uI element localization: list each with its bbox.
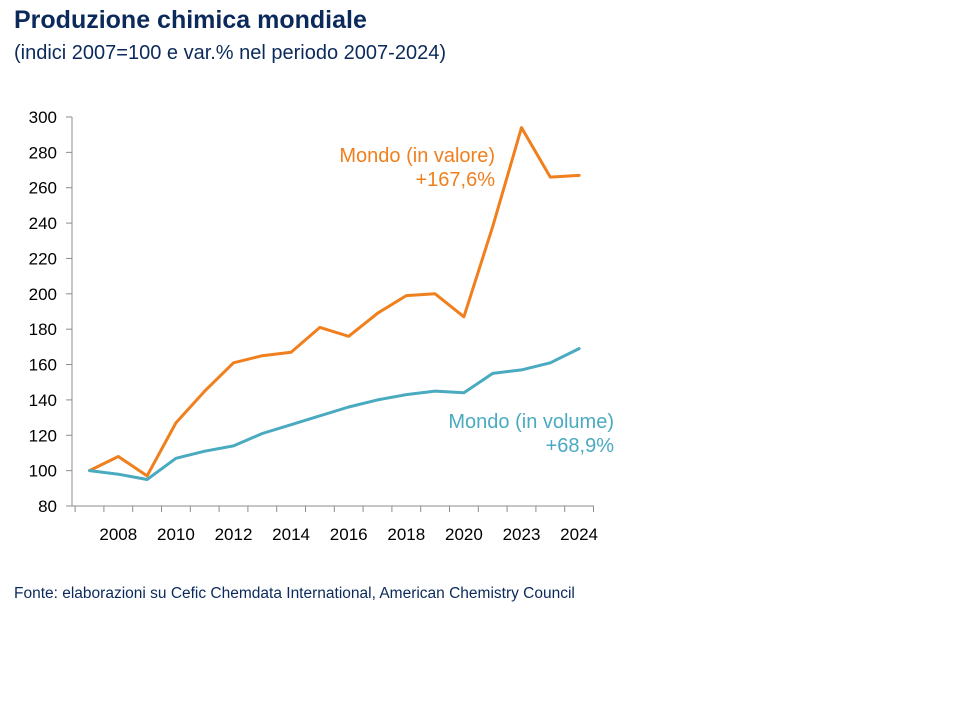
line-chart: 80 100 120 140 160 180 200 220 240 260 280 300 2008 2… — [29, 108, 615, 544]
series-change-label: +167,6% — [415, 169, 495, 191]
source-note: Fonte: elaborazioni su Cefic Chemdata In… — [14, 585, 575, 602]
y-tick-label: 120 — [29, 426, 57, 445]
y-tick-label: 80 — [38, 497, 57, 516]
y-tick-label: 240 — [29, 214, 57, 233]
x-tick-label: 2010 — [157, 525, 195, 544]
x-tick-label: 2024 — [560, 525, 598, 544]
x-tick-label: 2020 — [445, 525, 483, 544]
y-tick-label: 260 — [29, 179, 57, 198]
chart-axes: 80 100 120 140 160 180 200 220 240 260 280 300 2008 2… — [29, 108, 598, 544]
y-tick-label: 220 — [29, 249, 57, 268]
y-tick-label: 180 — [29, 320, 57, 339]
series-change-label: +68,9% — [546, 435, 615, 457]
x-tick-label: 2018 — [387, 525, 425, 544]
y-tick-label: 200 — [29, 285, 57, 304]
x-tick-label: 2012 — [215, 525, 253, 544]
x-tick-label: 2008 — [99, 525, 137, 544]
y-tick-label: 280 — [29, 143, 57, 162]
x-tick-label: 2023 — [503, 525, 541, 544]
chart-annotations: Mondo (in valore)+167,6% Mondo (in volume… — [339, 145, 614, 457]
x-tick-label: 2016 — [330, 525, 368, 544]
series-label: Mondo (in volume) — [448, 411, 614, 433]
y-tick-label: 140 — [29, 391, 57, 410]
y-tick-label: 100 — [29, 462, 57, 481]
page-title: Produzione chimica mondiale — [14, 6, 367, 34]
page-subtitle: (indici 2007=100 e var.% nel periodo 200… — [14, 42, 446, 64]
series-label: Mondo (in valore) — [339, 145, 495, 167]
y-tick-label: 300 — [29, 108, 57, 127]
x-tick-label: 2014 — [272, 525, 310, 544]
series-line-valore — [88, 126, 581, 478]
series-line-volume — [88, 347, 581, 481]
y-tick-label: 160 — [29, 356, 57, 375]
chart-series — [88, 126, 581, 481]
